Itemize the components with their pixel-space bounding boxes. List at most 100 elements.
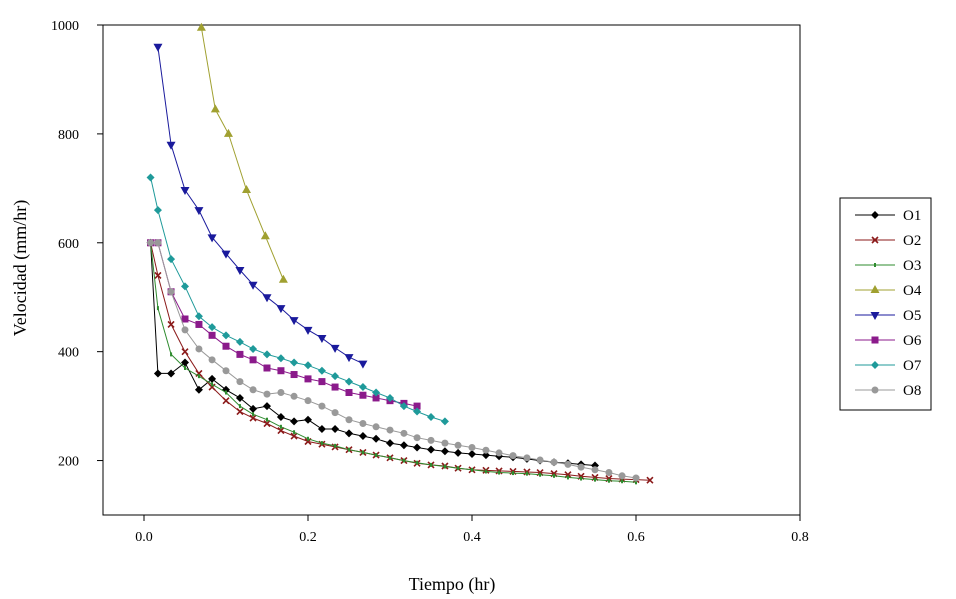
point-O7-5 [208, 323, 217, 332]
point-O1-11 [290, 417, 299, 426]
point-O3-14 [334, 443, 337, 448]
point-O7-7 [235, 337, 244, 346]
point-O3-35 [621, 479, 624, 484]
point-O7-17 [372, 388, 381, 397]
legend-marker-O3 [874, 263, 876, 267]
point-O5-7 [248, 281, 258, 290]
point-O5-6 [235, 267, 245, 275]
point-O5-4 [207, 234, 217, 243]
axis-ticks: 0.0 0.2 0.4 0.6 0.8 200 400 600 800 1000 [51, 19, 809, 545]
point-O2-37 [646, 476, 654, 484]
series-O1 [146, 238, 599, 470]
legend-label-O8: O8 [903, 383, 921, 399]
point-O1-20 [413, 443, 422, 452]
point-O6-10 [277, 367, 285, 375]
point-O2-10 [277, 427, 285, 435]
point-O3-8 [252, 412, 255, 417]
point-O8-35 [618, 472, 626, 480]
point-O2-11 [290, 432, 298, 440]
point-O8-22 [441, 439, 449, 447]
legend-label-O5: O5 [903, 308, 921, 324]
point-O6-13 [318, 378, 326, 386]
point-O8-6 [222, 367, 230, 375]
point-O4-2 [223, 128, 233, 137]
legend-marker-O2 [871, 236, 879, 244]
point-O8-36 [632, 474, 640, 482]
point-O3-25 [484, 469, 487, 474]
point-O3-7 [238, 404, 241, 409]
point-O5-5 [221, 250, 231, 259]
point-O3-12 [307, 436, 309, 441]
point-O1-12 [304, 415, 312, 424]
point-O8-9 [263, 390, 271, 398]
point-O3-6 [225, 390, 227, 395]
point-O1-2 [167, 369, 176, 378]
point-O2-1 [154, 271, 162, 280]
point-O5-3 [194, 207, 204, 216]
point-O8-10 [277, 389, 285, 396]
point-O5-9 [276, 305, 286, 314]
point-O8-1 [154, 239, 162, 247]
legend-marker-O6 [871, 336, 879, 344]
point-O7-22 [440, 417, 449, 426]
point-O3-2 [170, 352, 173, 357]
point-O1-19 [399, 441, 408, 450]
point-O7-11 [290, 358, 299, 367]
point-O7-1 [153, 206, 162, 215]
point-O5-13 [330, 344, 340, 353]
point-O8-7 [236, 378, 244, 386]
x-tick-label-2: 0.4 [463, 530, 481, 545]
point-O7-21 [427, 413, 435, 421]
legend-box [839, 197, 932, 411]
y-axis-title: Velocidad (mm/hr) [10, 200, 31, 336]
point-O7-10 [276, 354, 285, 363]
point-O1-9 [263, 402, 271, 411]
point-O2-8 [249, 414, 257, 422]
point-O6-15 [345, 389, 353, 396]
point-O1-4 [194, 385, 203, 394]
point-O1-1 [153, 369, 162, 378]
point-O3-33 [594, 477, 596, 482]
point-O3-22 [443, 464, 446, 469]
point-O8-32 [577, 463, 585, 471]
point-O2-9 [263, 419, 271, 428]
point-O3-11 [293, 430, 296, 435]
point-O3-26 [498, 470, 501, 475]
point-O1-16 [358, 432, 367, 441]
point-O3-30 [553, 473, 555, 478]
x-axis-title: Tiempo (hr) [409, 574, 496, 595]
series-O7 [146, 173, 449, 426]
point-O6-20 [413, 402, 421, 410]
series-line-O1 [150, 242, 596, 466]
series-layer [146, 22, 654, 485]
series-line-O6 [150, 242, 418, 407]
x-tick-label-4: 0.8 [791, 530, 809, 545]
point-O8-21 [427, 436, 435, 444]
point-O8-0 [147, 239, 155, 247]
point-O1-25 [481, 451, 490, 460]
y-tick-label-2: 600 [58, 237, 79, 252]
point-O6-11 [290, 371, 298, 379]
point-O8-15 [345, 416, 353, 424]
series-O3 [149, 240, 637, 485]
legend-item-O7: O7 [855, 358, 922, 374]
point-O5-1 [166, 141, 176, 150]
point-O1-13 [317, 424, 326, 433]
point-O8-26 [495, 449, 503, 457]
point-O8-34 [605, 469, 613, 477]
legend-item-O4: O4 [855, 283, 922, 299]
point-O3-32 [580, 476, 583, 481]
point-O3-29 [539, 472, 542, 477]
x-tick-label-3: 0.6 [627, 530, 645, 545]
point-O1-10 [276, 413, 285, 421]
point-O7-13 [317, 366, 326, 375]
point-O1-5 [208, 374, 217, 383]
point-O5-14 [344, 354, 354, 363]
point-O3-20 [416, 460, 419, 465]
point-O7-20 [413, 407, 422, 416]
point-O3-34 [607, 478, 610, 483]
point-O7-2 [167, 255, 176, 264]
point-O8-4 [195, 345, 203, 353]
point-O1-8 [249, 404, 258, 413]
point-O7-3 [181, 282, 189, 291]
